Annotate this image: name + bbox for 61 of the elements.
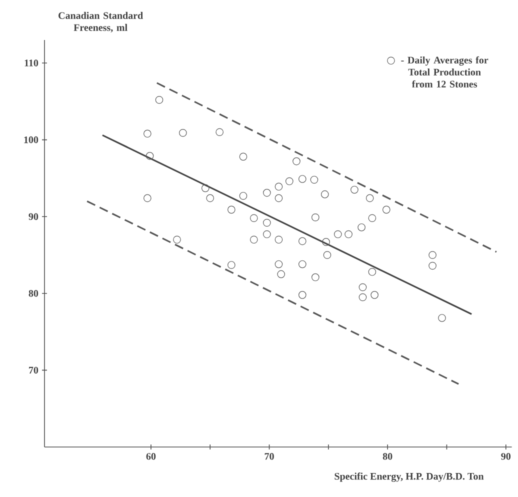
point (382, 206, 390, 214)
x-tick-label: 90 (501, 453, 511, 460)
point (274, 236, 283, 244)
y-tick-label: 100 (24, 136, 38, 144)
point (250, 236, 258, 244)
point (239, 192, 248, 200)
point (428, 262, 436, 270)
point (368, 214, 376, 222)
point (350, 186, 358, 194)
point (239, 152, 248, 161)
point (274, 260, 283, 268)
y-tick-label: 80 (28, 290, 38, 297)
point (323, 251, 332, 259)
point (366, 194, 374, 202)
point (263, 188, 271, 197)
point (370, 291, 378, 299)
point (428, 251, 436, 259)
point (298, 260, 306, 268)
point (358, 283, 367, 292)
point (312, 213, 320, 222)
point (344, 230, 352, 238)
point (322, 238, 330, 246)
point (263, 218, 271, 227)
point (285, 177, 294, 186)
point (144, 130, 152, 138)
point (277, 270, 286, 278)
point (298, 291, 306, 299)
point (292, 157, 300, 166)
x-axis-title: Specific Energy, H.P. Day/B.D. Ton (334, 472, 484, 482)
y-axis-title: Canadian Standard Freeness, ml (58, 12, 143, 32)
point (146, 152, 154, 160)
y-tick-label: 90 (28, 213, 38, 220)
x-tick-label: 70 (264, 453, 274, 460)
point (173, 236, 181, 244)
point (274, 194, 283, 202)
point (368, 268, 376, 276)
point (263, 230, 271, 238)
point (298, 237, 306, 246)
point (334, 230, 342, 238)
point (228, 206, 236, 214)
point (201, 184, 210, 192)
y-tick-label: 70 (29, 366, 38, 374)
y-tick-label: 110 (24, 60, 38, 66)
point (312, 273, 320, 282)
point (438, 314, 446, 322)
point (179, 128, 187, 137)
point (216, 128, 224, 136)
x-tick-label: 80 (382, 453, 392, 460)
point (320, 190, 329, 198)
point (250, 214, 258, 222)
point (358, 223, 366, 232)
point (310, 176, 318, 184)
legend-label: - Daily Averages for Total Production from 12 Stones (401, 56, 488, 88)
point (274, 182, 283, 191)
point (144, 194, 152, 202)
point (298, 175, 306, 183)
x-tick-label: 60 (146, 453, 156, 460)
point (155, 96, 164, 104)
point (206, 194, 214, 202)
point (228, 261, 236, 269)
point (358, 293, 367, 302)
